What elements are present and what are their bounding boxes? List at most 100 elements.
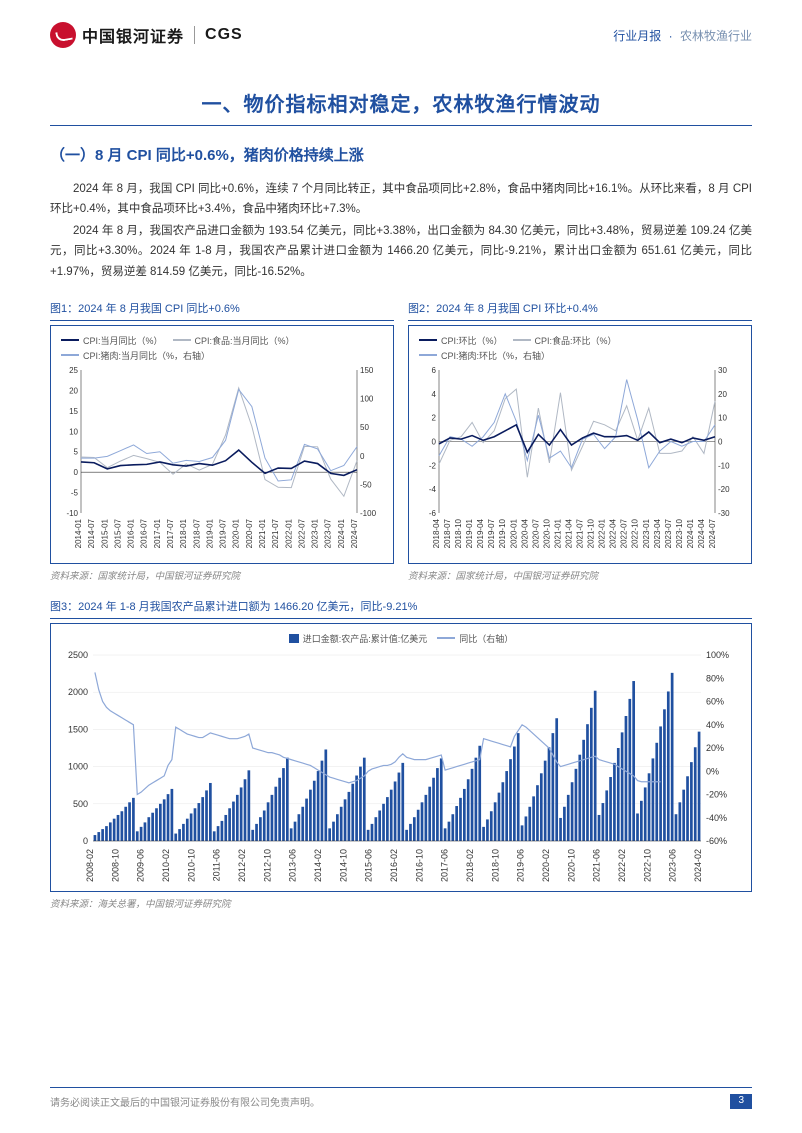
svg-text:2020-10: 2020-10: [542, 518, 551, 548]
chart-1-legend: CPI:当月同比（%）CPI:食品:当月同比（%）CPI:猪肉:当月同比（%，右…: [55, 332, 389, 366]
svg-text:5: 5: [74, 447, 79, 456]
svg-text:2019-01: 2019-01: [465, 518, 474, 548]
svg-text:2017-07: 2017-07: [166, 518, 175, 548]
svg-text:2010-10: 2010-10: [186, 849, 196, 882]
svg-text:-40%: -40%: [706, 812, 727, 822]
page-footer: 请务必阅读正文最后的中国银河证券股份有限公司免责声明。 3: [50, 1087, 752, 1109]
svg-text:-100: -100: [360, 509, 377, 518]
svg-text:2019-10: 2019-10: [498, 518, 507, 548]
title-underline: [50, 125, 752, 126]
svg-text:2024-04: 2024-04: [697, 518, 706, 548]
chart-1-svg: -10-50510152025-100-500501001502014-0120…: [55, 366, 385, 561]
logo-text-en: CGS: [205, 26, 243, 44]
svg-text:1000: 1000: [68, 761, 88, 771]
svg-text:-30: -30: [718, 509, 730, 518]
svg-text:2020-10: 2020-10: [566, 849, 576, 882]
svg-text:2019-07: 2019-07: [487, 518, 496, 548]
svg-text:2022-01: 2022-01: [284, 518, 293, 548]
svg-text:2014-02: 2014-02: [313, 849, 323, 882]
svg-text:2022-07: 2022-07: [297, 518, 306, 548]
page-number: 3: [730, 1094, 752, 1109]
svg-text:2016-10: 2016-10: [414, 849, 424, 882]
svg-text:2023-06: 2023-06: [668, 849, 678, 882]
chart-2-source: 资料来源：国家统计局，中国银河证券研究院: [408, 568, 752, 582]
chart-3-legend: 进口金额:农产品:累计值:亿美元同比（右轴）: [55, 630, 747, 649]
paragraph-2: 2024 年 8 月，我国农产品进口金额为 193.54 亿美元，同比+3.38…: [50, 221, 752, 281]
header-category: 行业月报 · 农林牧渔行业: [613, 27, 752, 44]
disclaimer-text: 请务必阅读正文最后的中国银河证券股份有限公司免责声明。: [50, 1094, 320, 1109]
dot-separator: ·: [669, 29, 673, 43]
chart-2-title: 图2：2024 年 8 月我国 CPI 环比+0.4%: [408, 300, 752, 321]
svg-text:2023-10: 2023-10: [675, 518, 684, 548]
svg-text:2020-07: 2020-07: [245, 518, 254, 548]
chart-row-top: 图1：2024 年 8 月我国 CPI 同比+0.6% CPI:当月同比（%）C…: [50, 300, 752, 582]
svg-text:60%: 60%: [706, 696, 724, 706]
svg-text:20: 20: [69, 386, 78, 395]
svg-text:2018-01: 2018-01: [179, 518, 188, 548]
svg-text:2021-10: 2021-10: [587, 518, 596, 548]
svg-text:2020-01: 2020-01: [509, 518, 518, 548]
svg-text:2: 2: [432, 413, 437, 422]
chart-1-box: 图1：2024 年 8 月我国 CPI 同比+0.6% CPI:当月同比（%）C…: [50, 300, 394, 582]
chart-2-svg: -6-4-20246-30-20-1001020302018-042018-07…: [413, 366, 743, 561]
svg-text:-60%: -60%: [706, 836, 727, 846]
svg-text:2012-10: 2012-10: [262, 849, 272, 882]
svg-text:2015-01: 2015-01: [100, 518, 109, 548]
svg-text:15: 15: [69, 406, 78, 415]
svg-text:2021-04: 2021-04: [564, 518, 573, 548]
svg-text:2011-06: 2011-06: [212, 849, 222, 881]
svg-text:2021-06: 2021-06: [592, 849, 602, 882]
svg-text:6: 6: [432, 366, 437, 375]
svg-text:2024-02: 2024-02: [693, 849, 703, 882]
svg-text:0: 0: [83, 836, 88, 846]
svg-text:2013-06: 2013-06: [288, 849, 298, 882]
svg-text:2023-04: 2023-04: [653, 518, 662, 548]
svg-text:2012-02: 2012-02: [237, 849, 247, 882]
svg-text:2022-10: 2022-10: [631, 518, 640, 548]
svg-text:-20: -20: [718, 485, 730, 494]
svg-text:2017-06: 2017-06: [440, 849, 450, 882]
svg-text:2009-06: 2009-06: [136, 849, 146, 882]
chart-1-source: 资料来源：国家统计局，中国银河证券研究院: [50, 568, 394, 582]
svg-text:2023-01: 2023-01: [642, 518, 651, 548]
svg-text:20: 20: [718, 389, 727, 398]
chart-3-source: 资料来源：海关总署，中国银河证券研究院: [50, 896, 752, 910]
svg-text:2008-02: 2008-02: [85, 849, 95, 882]
logo-separator: [194, 26, 195, 44]
svg-text:500: 500: [73, 798, 88, 808]
svg-text:30: 30: [718, 366, 727, 375]
svg-text:2010-02: 2010-02: [161, 849, 171, 882]
svg-text:0%: 0%: [706, 766, 719, 776]
svg-text:4: 4: [432, 389, 437, 398]
svg-text:2022-01: 2022-01: [598, 518, 607, 548]
svg-text:25: 25: [69, 366, 78, 375]
svg-text:-10: -10: [718, 461, 730, 470]
svg-text:2018-07: 2018-07: [443, 518, 452, 548]
svg-text:2017-01: 2017-01: [153, 518, 162, 548]
svg-text:2015-07: 2015-07: [113, 518, 122, 548]
svg-text:2014-01: 2014-01: [74, 518, 83, 548]
svg-text:2021-07: 2021-07: [576, 518, 585, 548]
chart-3-box: 图3：2024 年 1-8 月我国农产品累计进口额为 1466.20 亿美元，同…: [50, 598, 752, 910]
svg-text:2022-07: 2022-07: [620, 518, 629, 548]
svg-text:2016-07: 2016-07: [140, 518, 149, 548]
section-title: 一、物价指标相对稳定，农林牧渔行情波动: [50, 88, 752, 117]
logo-block: 中国银河证券 CGS: [50, 22, 243, 48]
chart-1-panel: CPI:当月同比（%）CPI:食品:当月同比（%）CPI:猪肉:当月同比（%，右…: [50, 325, 394, 564]
chart-1-title: 图1：2024 年 8 月我国 CPI 同比+0.6%: [50, 300, 394, 321]
svg-text:150: 150: [360, 366, 374, 375]
svg-text:-4: -4: [429, 485, 437, 494]
svg-text:2018-10: 2018-10: [490, 849, 500, 882]
svg-text:2020-07: 2020-07: [531, 518, 540, 548]
svg-text:2014-10: 2014-10: [338, 849, 348, 882]
page-header: 中国银河证券 CGS 行业月报 · 农林牧渔行业: [0, 0, 802, 58]
chart-2-box: 图2：2024 年 8 月我国 CPI 环比+0.4% CPI:环比（%）CPI…: [408, 300, 752, 582]
svg-text:2018-07: 2018-07: [192, 518, 201, 548]
svg-text:10: 10: [69, 427, 78, 436]
svg-text:-5: -5: [71, 488, 79, 497]
svg-text:-2: -2: [429, 461, 437, 470]
svg-text:2018-10: 2018-10: [454, 518, 463, 548]
svg-text:0: 0: [74, 468, 79, 477]
svg-text:0: 0: [360, 451, 365, 460]
svg-text:2024-01: 2024-01: [337, 518, 346, 548]
